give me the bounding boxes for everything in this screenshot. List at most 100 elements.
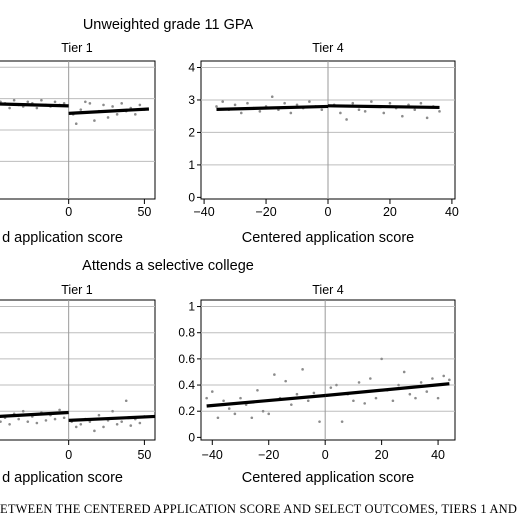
chart2-data-point: [357, 108, 361, 112]
chart4-data-point: [357, 381, 361, 384]
chart1-x-axis-label: d application score: [2, 230, 123, 246]
chart2-data-point: [283, 101, 286, 105]
chart1-data-point: [35, 106, 39, 110]
chart2-panel-title: Tier 4: [312, 41, 344, 55]
chart1-fit-line: [0, 102, 69, 108]
chart3-data-point: [58, 408, 61, 412]
chart3-data-point: [0, 420, 2, 423]
chart2-data-point: [289, 111, 293, 115]
chart1-data-point: [84, 100, 87, 104]
chart1-data-point: [102, 103, 105, 107]
chart2-x-tick-label: −20: [255, 205, 276, 219]
chart3-data-point: [129, 424, 133, 427]
chart2-data-point: [363, 110, 367, 113]
chart4-data-point: [419, 381, 423, 384]
chart1-data-point: [138, 103, 142, 107]
chart4-data-point: [442, 374, 446, 378]
chart3-data-point: [102, 425, 105, 429]
chart4-data-point: [335, 383, 338, 387]
chart4-data-point: [256, 388, 259, 392]
chart4-x-tick-label: 20: [375, 448, 389, 462]
chart3-data-point: [44, 419, 48, 422]
chart1-data-point: [12, 98, 16, 102]
chart4-x-axis-label: Centered application score: [242, 470, 415, 486]
chart1-data-point: [88, 102, 92, 105]
chart4-data-point: [290, 403, 293, 406]
chart3-x-tick-label: 50: [137, 448, 151, 462]
chart3-plot-frame: [0, 299, 156, 441]
chart2-x-tick-label: −40: [193, 205, 214, 219]
chart3-x-tick-label: 0: [65, 448, 72, 462]
chart3-data-point: [124, 399, 128, 403]
chart4-y-tick-label: 0.4: [178, 378, 195, 392]
chart1-data-point: [115, 113, 119, 116]
chart4-data-point: [261, 409, 265, 413]
chart3-data-point: [53, 417, 57, 421]
chart4-data-point: [369, 377, 372, 380]
chart4-data-point: [380, 357, 383, 361]
chart4-data-point: [436, 396, 440, 400]
chart2-data-point: [246, 101, 249, 105]
chart2-data-point: [320, 108, 324, 112]
chart2-x-axis-label: Centered application score: [242, 230, 415, 246]
chart2-data-point: [370, 100, 373, 103]
chart1-data-point: [111, 105, 114, 108]
chart2-y-tick-label: 4: [188, 60, 195, 74]
chart4-x-tick-label: −40: [202, 448, 223, 462]
chart2-fit-line: [216, 104, 329, 111]
chart1-data-point: [79, 108, 83, 111]
chart2-x-tick-label: 40: [445, 205, 459, 219]
chart4-y-tick-label: 1: [188, 300, 195, 314]
chart3-data-point: [111, 409, 114, 413]
chart2-data-point: [221, 100, 224, 103]
chart3-data-point: [62, 416, 66, 420]
chart4-data-point: [352, 399, 355, 403]
chart2-data-point: [339, 111, 342, 115]
chart4-data-point: [301, 368, 304, 371]
chart2-x-tick-label: 20: [383, 205, 397, 219]
chart4-x-tick-label: 0: [322, 448, 329, 462]
chart2-x-tick-label: 0: [325, 205, 332, 219]
chart3-data-point: [35, 421, 39, 425]
chart3-data-point: [115, 422, 119, 426]
chart4-y-tick-label: 0.6: [178, 352, 195, 366]
chart1-data-point: [53, 100, 57, 104]
chart1-data-point: [26, 100, 30, 104]
chart2-y-tick-label: 3: [188, 93, 195, 107]
chart-area: Unweighted grade 11 GPA Tier 1 0 50 d applic…: [0, 17, 459, 486]
chart3-data-point: [93, 429, 96, 433]
chart2-data-point: [388, 101, 392, 105]
chart2-y-tick-label: 2: [188, 125, 195, 139]
chart4-plot-frame: [200, 299, 456, 441]
chart2-y-tick-label: 1: [188, 158, 195, 172]
chart4-data-point: [267, 412, 271, 416]
chart2-data-point: [438, 110, 441, 113]
chart4-data-point: [408, 392, 412, 396]
chart3-data-point: [8, 422, 11, 426]
chart4-x-tick-label: −20: [258, 448, 279, 462]
chart3-row-title: Attends a selective college: [82, 258, 254, 274]
chart4-data-point: [205, 396, 208, 400]
chart2-data-point: [239, 111, 243, 115]
chart1-data-point: [120, 102, 123, 105]
chart4-data-point: [216, 416, 220, 420]
chart2-data-point: [413, 108, 417, 112]
chart4-data-point: [414, 396, 417, 400]
chart4-data-point: [233, 412, 237, 416]
chart2-data-point: [425, 116, 429, 120]
chart3-data-point: [120, 420, 123, 423]
chart3-data-point: [97, 413, 101, 417]
chart4-data-point: [284, 379, 287, 383]
chart2-data-point: [401, 114, 404, 118]
chart4-data-point: [295, 392, 299, 396]
chart2-data-point: [345, 118, 348, 121]
chart4-data-point: [312, 391, 316, 395]
chart4-data-point: [425, 390, 429, 393]
chart2-data-point: [308, 100, 311, 103]
chart2-data-point: [382, 111, 386, 115]
chart4-fit-line: [325, 382, 450, 398]
chart3-fit-line: [0, 410, 69, 418]
chart2-data-point: [233, 103, 237, 107]
chart3-data-point: [138, 421, 142, 425]
